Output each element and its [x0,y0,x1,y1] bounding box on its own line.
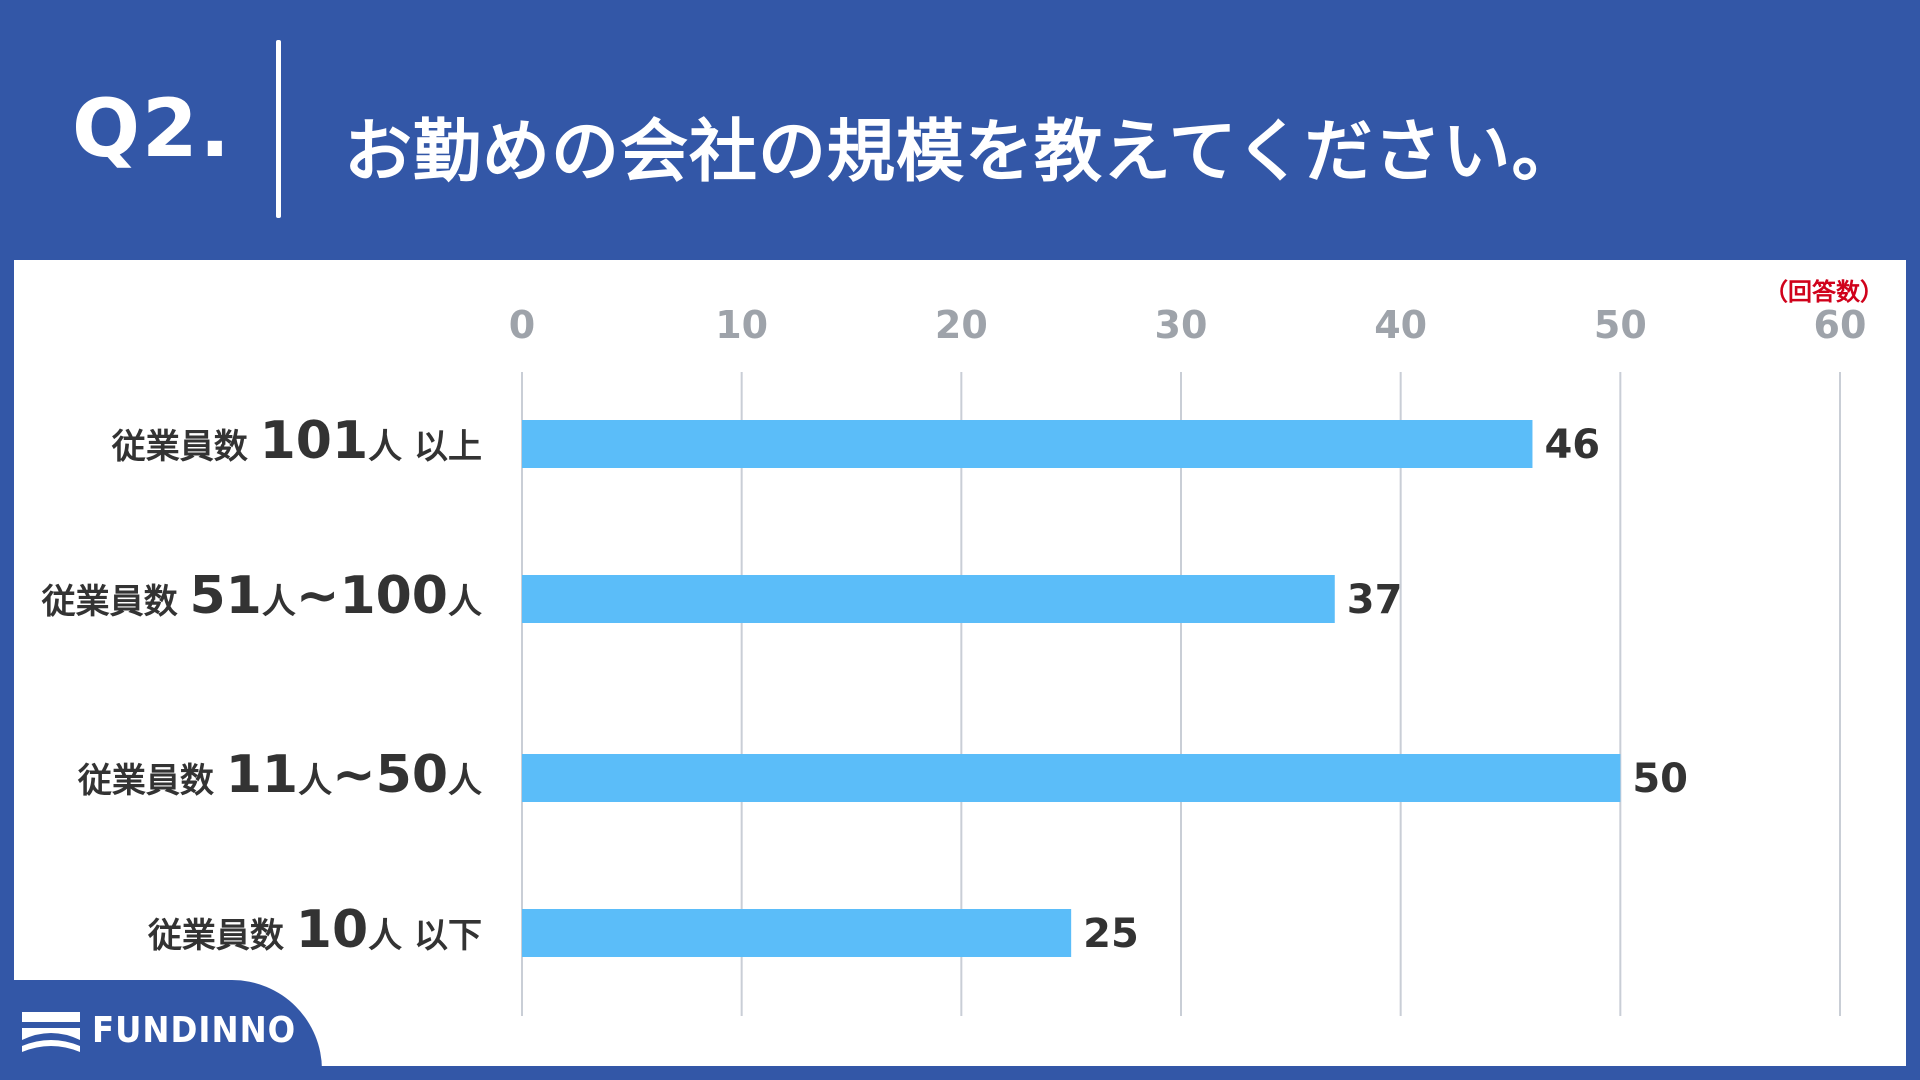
category-label-part: 従業員数 [147,916,296,956]
category-label-part: 従業員数 [111,427,260,467]
x-tick-label: 50 [1594,303,1647,347]
x-tick-label: 20 [935,303,988,347]
x-tick-label: 10 [715,303,768,347]
category-label-part: 従業員数 [41,582,190,622]
question-title: お勤めの会社の規模を教えてください。 [344,113,1581,192]
fundinno-logo-icon [22,1012,80,1052]
category-label-part: 人 [262,582,296,622]
x-tick-label: 30 [1155,303,1208,347]
value-label: 37 [1347,577,1403,623]
bar [522,909,1072,957]
header: Q2. お勤めの会社の規模を教えてください。 [0,0,1920,260]
category-label-part: 従業員数 [77,761,226,801]
category-label-part: 人 以上 [368,427,482,467]
bar [522,575,1335,623]
logo-text: FUNDINNO [92,1010,297,1051]
value-label: 50 [1632,756,1688,802]
chart-panel: （回答数） 0 10 20 30 40 50 60 46 従業員数 101人 以上 37 従業員数 … [14,260,1906,1066]
bar [522,754,1621,802]
category-label-part: ~50 [332,745,448,805]
category-label-part: 101 [260,411,369,471]
value-label: 46 [1544,422,1600,468]
category-label-part: 11 [226,745,298,805]
category-label: 従業員数 101人 以上 [111,411,482,471]
category-label-part: 51 [190,566,262,626]
value-label: 25 [1083,911,1139,957]
question-number: Q2. [72,82,233,175]
logo-area: FUNDINNO [0,980,322,1080]
category-label-part: 人 [298,761,332,801]
x-tick-label: 0 [509,303,535,347]
unit-label: （回答数） [1764,278,1884,306]
category-label-part: 人 [448,761,482,801]
x-tick-label: 40 [1374,303,1427,347]
category-label-part: ~100 [296,566,448,626]
category-label: 従業員数 10人 以下 [147,900,482,960]
category-label: 従業員数 11人~50人 [77,745,482,805]
category-label-part: 10 [296,900,368,960]
category-label: 従業員数 51人~100人 [41,566,482,626]
category-label-part: 人 以下 [368,916,482,956]
category-label-part: 人 [448,582,482,622]
x-tick-label: 60 [1814,303,1867,347]
header-divider [276,40,281,218]
bar [522,420,1533,468]
